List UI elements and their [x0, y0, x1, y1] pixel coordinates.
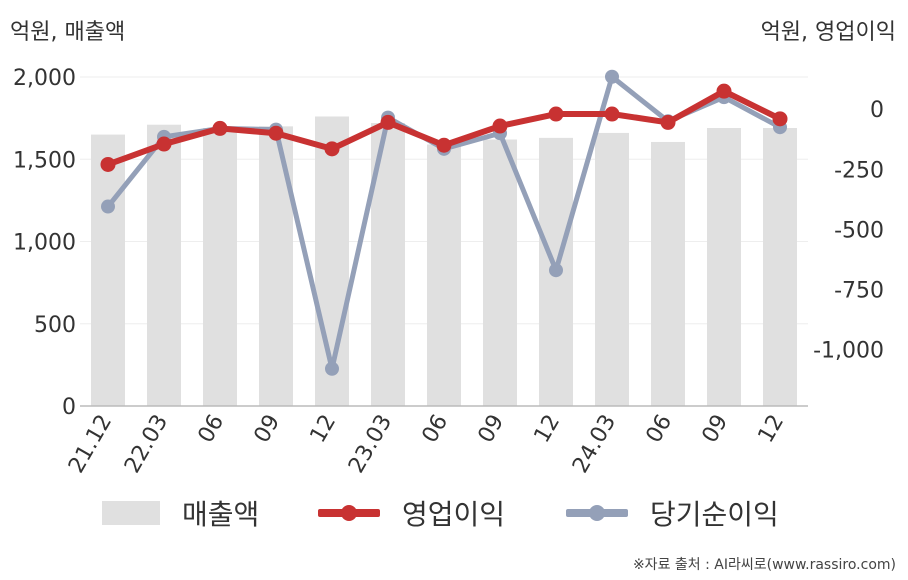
x-tick-label: 09 [250, 411, 286, 448]
left-tick-label: 500 [34, 313, 76, 338]
operating-income-point [380, 114, 396, 130]
legend-label-net: 당기순이익 [650, 498, 779, 531]
x-tick-label: 06 [418, 411, 454, 448]
operating-income-point [772, 111, 788, 127]
legend: 매출액 영업이익 당기순이익 [0, 493, 908, 533]
operating-income-point [212, 120, 228, 136]
x-tick-label: 24.03 [568, 411, 621, 478]
revenue-bar [707, 127, 741, 407]
operating-income-point [660, 114, 676, 130]
operating-income-point [436, 137, 452, 153]
x-tick-label: 09 [698, 411, 734, 448]
left-tick-label: 1,000 [13, 231, 76, 256]
x-tick-label: 12 [530, 411, 566, 448]
operating-income-point [100, 156, 116, 172]
operating-income-point [324, 141, 340, 157]
revenue-bar [203, 127, 237, 407]
revenue-bars [91, 116, 797, 407]
legend-item-revenue: 매출액 [102, 493, 259, 533]
left-tick-label: 1,500 [13, 148, 76, 173]
revenue-bar [763, 127, 797, 407]
x-tick-label: 12 [754, 411, 790, 448]
revenue-bar [259, 126, 293, 406]
revenue-bar [147, 124, 181, 406]
right-tick-label: -1,000 [813, 339, 884, 364]
left-tick-label: 0 [62, 395, 76, 420]
x-tick-label: 06 [194, 411, 230, 448]
x-tick-label: 23.03 [344, 411, 397, 478]
net-income-point [101, 199, 115, 214]
net-income-point [325, 361, 339, 376]
revenue-bar [651, 141, 685, 407]
legend-item-operating: 영업이익 [318, 493, 505, 533]
left-axis-unit: 억원, 매출액 [10, 20, 126, 45]
operating-income-point [548, 106, 564, 122]
revenue-bar [91, 134, 125, 406]
right-tick-label: -250 [834, 158, 884, 183]
right-tick-label: -500 [834, 218, 884, 243]
operating-income-point [604, 106, 620, 122]
right-axis-unit: 억원, 영업이익 [760, 20, 896, 45]
combo-chart: 0 500 1,000 1,500 2,000 0 -250 -500 -750 -1,000 21… [13, 66, 884, 478]
revenue-bar [595, 132, 629, 406]
x-tick-label: 06 [642, 411, 678, 448]
x-tick-label: 21.12 [64, 411, 117, 478]
net-income-point [549, 263, 563, 278]
net-income-point [605, 69, 619, 84]
legend-item-net: 당기순이익 [566, 493, 779, 533]
operating-income-point [492, 118, 508, 134]
revenue-bar [427, 144, 461, 406]
revenue-bar [483, 139, 517, 406]
legend-label-revenue: 매출액 [182, 498, 260, 531]
legend-swatch-net [566, 505, 628, 521]
left-tick-label: 2,000 [13, 66, 76, 91]
right-tick-label: 0 [870, 98, 884, 123]
operating-income-point [156, 136, 172, 152]
x-tick-label: 09 [474, 411, 510, 448]
profit-lines [100, 69, 788, 376]
x-tick-label: 22.03 [120, 411, 173, 478]
operating-income-point [716, 83, 732, 99]
source-note: ※자료 출처 : AI라씨로(www.rassiro.com) [632, 557, 896, 573]
operating-income-point [268, 125, 284, 141]
legend-swatch-revenue [102, 501, 160, 525]
legend-swatch-operating [318, 505, 380, 521]
legend-label-operating: 영업이익 [402, 498, 506, 531]
right-tick-label: -750 [834, 278, 884, 303]
x-tick-label: 12 [306, 411, 342, 448]
